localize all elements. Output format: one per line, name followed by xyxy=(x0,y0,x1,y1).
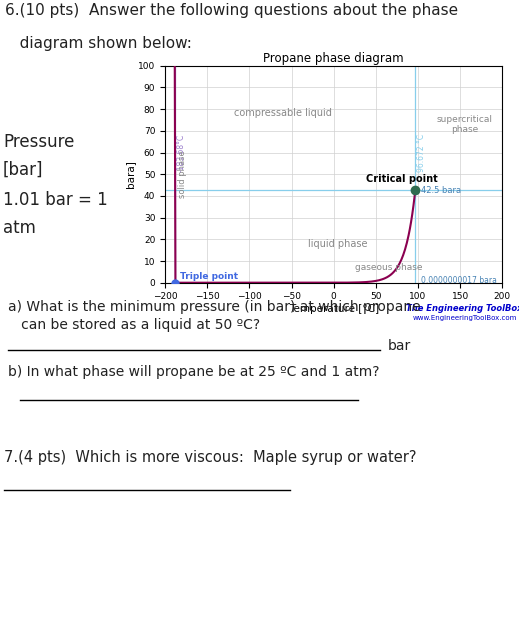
Text: 1.01 bar = 1: 1.01 bar = 1 xyxy=(3,191,108,210)
Text: www.EngineeringToolBox.com: www.EngineeringToolBox.com xyxy=(412,315,516,321)
Text: -183.68°C: -183.68°C xyxy=(176,133,186,172)
Text: can be stored as a liquid at 50 ºC?: can be stored as a liquid at 50 ºC? xyxy=(8,318,260,332)
Text: compressable liquid: compressable liquid xyxy=(234,108,332,118)
Text: 96.672 °C: 96.672 °C xyxy=(417,133,426,172)
Text: liquid phase: liquid phase xyxy=(308,239,367,249)
Text: solid phase: solid phase xyxy=(179,150,187,198)
Text: Triple point: Triple point xyxy=(180,272,238,281)
Text: 6.(10 pts)  Answer the following questions about the phase: 6.(10 pts) Answer the following question… xyxy=(5,3,458,18)
Text: 0.0000000017 bara: 0.0000000017 bara xyxy=(421,277,497,285)
Text: atm: atm xyxy=(3,219,36,237)
Text: b) In what phase will propane be at 25 ºC and 1 atm?: b) In what phase will propane be at 25 º… xyxy=(8,365,379,379)
Text: 7.(4 pts)  Which is more viscous:  Maple syrup or water?: 7.(4 pts) Which is more viscous: Maple s… xyxy=(4,450,417,465)
Y-axis label: bara]: bara] xyxy=(125,161,135,188)
Text: bar: bar xyxy=(388,339,411,353)
Text: 42.5 bara: 42.5 bara xyxy=(421,186,461,195)
Title: Propane phase diagram: Propane phase diagram xyxy=(264,51,404,64)
Text: Pressure: Pressure xyxy=(3,133,75,151)
X-axis label: Temperature [°C]: Temperature [°C] xyxy=(289,304,379,314)
Text: Critical point: Critical point xyxy=(366,174,438,184)
Text: [bar]: [bar] xyxy=(3,161,44,179)
Text: The Engineering ToolBox: The Engineering ToolBox xyxy=(406,304,519,314)
Text: diagram shown below:: diagram shown below: xyxy=(5,36,192,51)
Text: supercritical
phase: supercritical phase xyxy=(436,115,493,134)
Text: a) What is the minimum pressure (in bar) at which propane: a) What is the minimum pressure (in bar)… xyxy=(8,300,420,314)
Text: gaseous phase: gaseous phase xyxy=(355,263,422,272)
